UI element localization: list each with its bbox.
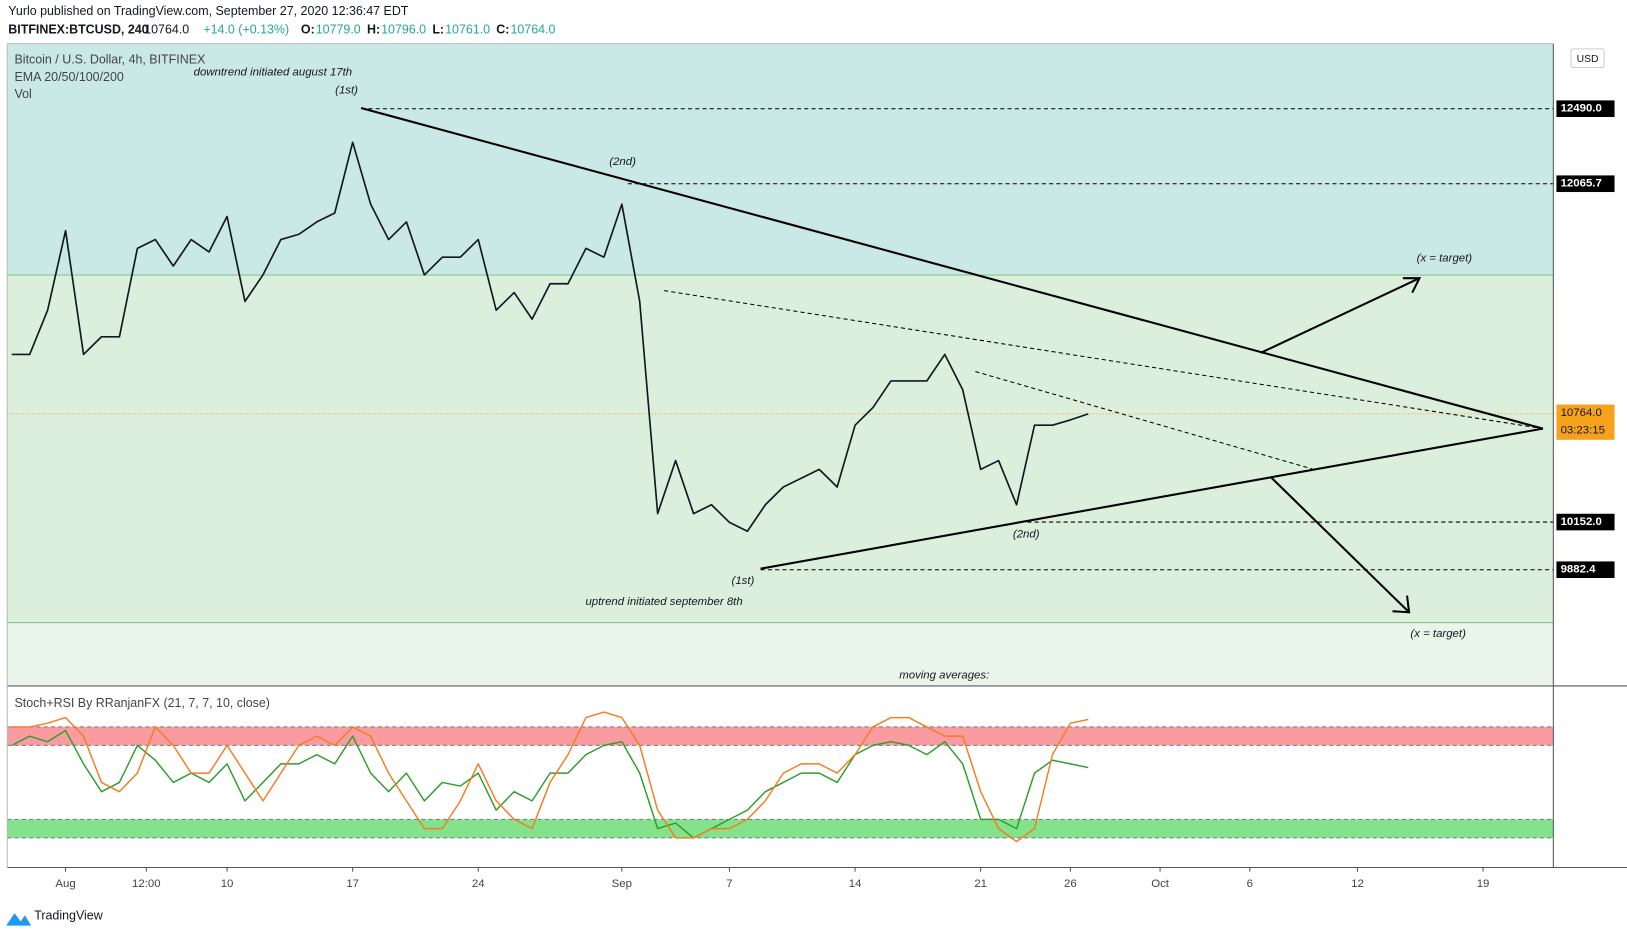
zone-middle [7, 275, 1554, 623]
ohlc-label: L: [432, 22, 444, 36]
last-price: 10764.0 [144, 22, 189, 36]
last-price-box [1556, 404, 1615, 440]
level-label: 12490.0 [1561, 103, 1602, 115]
labels: 12490.0 12065.7 10152.0 9882.4 10764.0 03:23:… [194, 67, 1615, 682]
stoch-title: Stoch+RSI By RRanjanFX (21, 7, 7, 10, cl… [15, 696, 270, 710]
arrow-head [1402, 277, 1422, 294]
x-tick-label: 26 [1064, 878, 1077, 890]
x-tick-label: 24 [472, 878, 485, 890]
symbol: BITFINEX:BTCUSD, 240 [8, 22, 148, 36]
level-label: 9882.4 [1561, 564, 1597, 576]
series-line [11, 141, 1089, 533]
legend-title: Bitcoin / U.S. Dollar, 4h, BITFINEX [15, 53, 206, 67]
arrow-head [1392, 595, 1411, 614]
trend-line [760, 427, 1544, 570]
publisher: Yurlo published on TradingView.com, Sept… [8, 4, 409, 18]
dashed-trend [975, 371, 1313, 470]
x-tick-label: 17 [346, 878, 359, 890]
countdown: 03:23:15 [1561, 424, 1605, 436]
ohlc-label: C: [496, 22, 509, 36]
annotation: uptrend initiated september 8th [585, 596, 742, 608]
x-tick-label: 6 [1247, 878, 1253, 890]
annotation: downtrend initiated august 17th [194, 67, 353, 79]
x-tick-label: Sep [612, 878, 632, 890]
change: +14.0 (+0.13%) [203, 22, 289, 36]
level-box [1556, 175, 1615, 193]
level-label: 12065.7 [1561, 178, 1602, 190]
level-box [1556, 100, 1615, 118]
x-tick-label: 21 [974, 878, 987, 890]
legend-indicator: Vol [15, 87, 32, 101]
x-tick-label: 14 [849, 878, 862, 890]
price-axis [1553, 43, 1627, 895]
arrow [1260, 277, 1420, 354]
annotation: (x = target) [1410, 628, 1466, 640]
last-price-label: 10764.0 [1561, 407, 1602, 419]
annotation: (1st) [335, 84, 358, 96]
series-line [11, 711, 1089, 843]
annotation: (2nd) [609, 156, 636, 168]
level-box [1556, 561, 1615, 579]
arrow [1270, 476, 1410, 614]
currency[interactable]: USD [1577, 54, 1599, 65]
logo [6, 913, 32, 926]
legend-indicator: EMA 20/50/100/200 [15, 70, 124, 84]
footer-brand: TradingView [34, 909, 103, 923]
x-tick-label: 10 [221, 878, 234, 890]
level-label: 10152.0 [1561, 516, 1602, 528]
x-tick-label: 7 [726, 878, 732, 890]
band [7, 819, 1554, 838]
annotation: moving averages: [899, 670, 989, 682]
ohlc-value: 10796.0 [381, 22, 426, 36]
zone-lower [7, 622, 1554, 685]
currency-box[interactable] [1570, 48, 1605, 69]
logo-mark [6, 913, 32, 926]
annotation: (x = target) [1417, 252, 1473, 264]
annotation: (2nd) [1013, 528, 1040, 540]
x-tick-label: 12 [1351, 878, 1364, 890]
trend-line [360, 106, 1544, 430]
x-tick-label: Oct [1151, 878, 1170, 890]
ohlc-value: 10761.0 [445, 22, 490, 36]
zone-upper [7, 43, 1554, 276]
dashed-trend [664, 290, 1544, 430]
level-box [1556, 513, 1615, 531]
x-tick-label: 12:00 [132, 878, 161, 890]
x-tick-label: 19 [1477, 878, 1490, 890]
band [7, 726, 1554, 746]
ohlc-label: H: [367, 22, 380, 36]
ohlc-value: 10779.0 [316, 22, 361, 36]
annotation: (1st) [732, 575, 755, 587]
x-tick-label: Aug [55, 878, 75, 890]
ohlc-label: O: [301, 22, 315, 36]
ohlc-value: 10764.0 [510, 22, 555, 36]
